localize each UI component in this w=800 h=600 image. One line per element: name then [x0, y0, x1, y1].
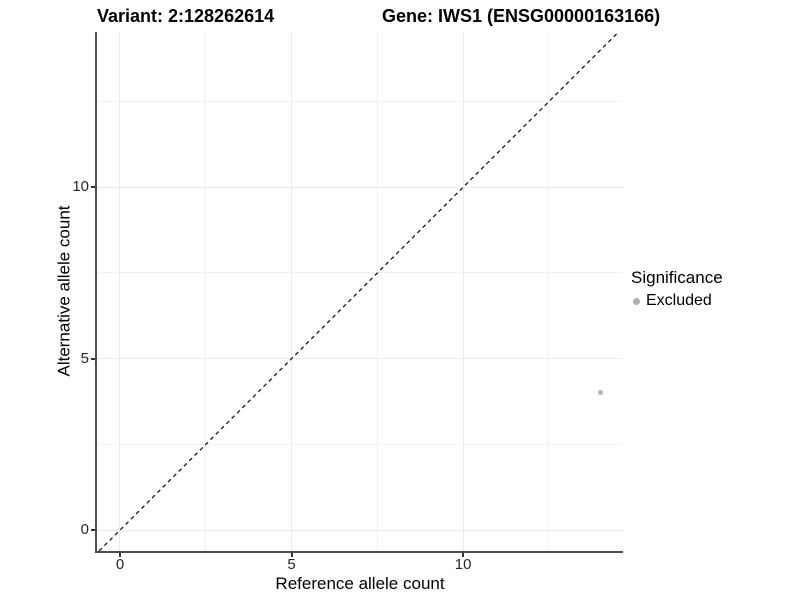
y-tick-label: 5 [80, 349, 89, 367]
y-tick-label: 10 [72, 178, 89, 196]
x-axis-line [95, 551, 623, 553]
plot-title-variant: Variant: 2:128262614 [97, 6, 275, 26]
legend-point-swatch [633, 297, 640, 305]
x-axis-title: Reference allele count [275, 574, 445, 593]
plot-title-gene: Gene: IWS1 (ENSG00000163166) [382, 6, 661, 26]
v-gridline-major [119, 32, 121, 551]
legend-entry-excluded: Excluded [631, 291, 723, 311]
h-gridline-minor [97, 272, 623, 274]
v-gridline-major [462, 32, 464, 551]
y-tick-label: 0 [80, 521, 89, 539]
x-tick-mark [118, 553, 121, 557]
legend: Significance Excluded [631, 268, 723, 311]
legend-entry-label: Excluded [646, 292, 712, 309]
y-axis-line [95, 32, 97, 553]
x-tick-label: 10 [454, 556, 472, 573]
h-gridline-major [97, 186, 623, 188]
y-tick-mark [91, 186, 95, 189]
h-gridline-major [97, 529, 623, 531]
y-tick-mark [91, 357, 95, 360]
x-tick-mark [462, 553, 465, 557]
y-axis-title: Alternative allele count [54, 205, 74, 377]
data-point-excluded [597, 390, 603, 396]
h-gridline-minor [97, 101, 623, 103]
plot-panel [97, 32, 623, 551]
x-tick-mark [290, 553, 293, 557]
h-gridline-minor [97, 443, 623, 445]
v-gridline-major [291, 32, 293, 551]
identity-line [98, 32, 619, 551]
y-tick-mark [91, 529, 95, 532]
x-tick-label: 5 [287, 556, 296, 573]
legend-title: Significance [631, 268, 723, 287]
x-tick-label: 0 [115, 556, 125, 573]
v-gridline-minor [548, 32, 550, 551]
v-gridline-minor [376, 32, 378, 551]
v-gridline-minor [205, 32, 207, 551]
h-gridline-major [97, 358, 623, 360]
